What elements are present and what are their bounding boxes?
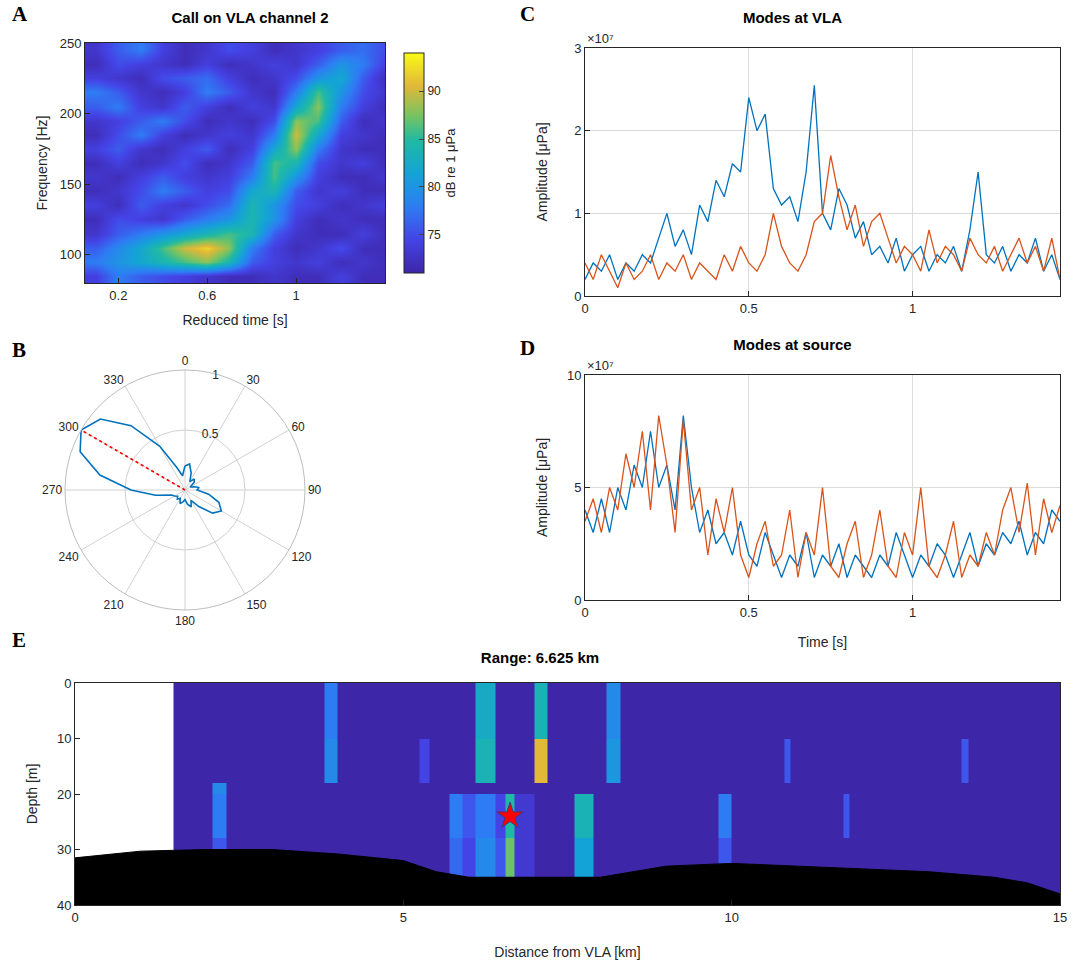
svg-text:0: 0 [71, 910, 78, 925]
svg-text:210: 210 [104, 598, 124, 612]
svg-text:90: 90 [308, 483, 322, 497]
svg-text:3: 3 [574, 41, 581, 56]
html-text:C: C [520, 2, 536, 26]
svg-text:10: 10 [567, 368, 581, 383]
svg-text:Amplitude [μPa]: Amplitude [μPa] [534, 122, 550, 221]
svg-text:0.5: 0.5 [740, 301, 758, 316]
svg-text:250: 250 [60, 36, 82, 51]
svg-text:60: 60 [291, 420, 305, 434]
svg-text:20: 20 [57, 787, 71, 802]
svg-text:1: 1 [574, 206, 581, 221]
svg-text:0: 0 [581, 605, 588, 620]
html-text:E: E [12, 628, 26, 652]
svg-text:5: 5 [400, 910, 407, 925]
svg-text:Call on VLA channel 2: Call on VLA channel 2 [172, 9, 329, 26]
svg-text:Depth [m]: Depth [m] [24, 764, 40, 825]
svg-text:0.5: 0.5 [740, 605, 758, 620]
svg-text:150: 150 [246, 598, 266, 612]
html-text:D: D [520, 336, 536, 360]
svg-text:dB re 1 μPa: dB re 1 μPa [443, 128, 458, 198]
svg-text:10: 10 [724, 910, 738, 925]
svg-text:1: 1 [292, 288, 299, 303]
svg-text:Modes at VLA: Modes at VLA [743, 9, 842, 26]
svg-text:75: 75 [427, 228, 441, 242]
svg-text:1: 1 [909, 301, 916, 316]
svg-text:200: 200 [60, 106, 82, 121]
svg-text:Distance from VLA [km]: Distance from VLA [km] [494, 944, 640, 960]
svg-text:80: 80 [427, 180, 441, 194]
svg-text:30: 30 [246, 373, 260, 387]
svg-text:0: 0 [574, 289, 581, 304]
svg-text:30: 30 [57, 842, 71, 857]
svg-text:330: 330 [104, 373, 124, 387]
html-text:B: B [12, 338, 26, 362]
svg-text:×10⁷: ×10⁷ [587, 31, 614, 46]
svg-text:1: 1 [909, 605, 916, 620]
svg-text:0: 0 [581, 301, 588, 316]
svg-text:90: 90 [427, 84, 441, 98]
svg-text:15: 15 [1053, 910, 1067, 925]
svg-text:240: 240 [59, 550, 79, 564]
svg-text:×10⁷: ×10⁷ [587, 358, 614, 373]
svg-text:0: 0 [574, 593, 581, 608]
svg-text:270: 270 [42, 483, 62, 497]
svg-text:85: 85 [427, 132, 441, 146]
svg-text:Amplitude [μPa]: Amplitude [μPa] [534, 438, 550, 537]
svg-text:40: 40 [57, 898, 71, 913]
svg-text:1: 1 [212, 368, 219, 382]
svg-text:Time [s]: Time [s] [798, 634, 847, 650]
svg-text:5: 5 [574, 480, 581, 495]
svg-text:0: 0 [182, 354, 189, 368]
svg-text:0.5: 0.5 [202, 427, 219, 441]
svg-text:0: 0 [64, 676, 71, 691]
svg-text:180: 180 [175, 614, 195, 628]
html-text:A: A [12, 2, 28, 26]
svg-text:Modes at source: Modes at source [733, 336, 851, 353]
svg-text:100: 100 [60, 247, 82, 262]
svg-text:150: 150 [60, 177, 82, 192]
svg-text:2: 2 [574, 123, 581, 138]
svg-text:Reduced time [s]: Reduced time [s] [182, 312, 287, 328]
svg-text:10: 10 [57, 731, 71, 746]
svg-text:Frequency [Hz]: Frequency [Hz] [34, 116, 50, 211]
svg-text:Range: 6.625 km: Range: 6.625 km [481, 649, 599, 666]
svg-text:0.2: 0.2 [109, 288, 127, 303]
svg-text:0.6: 0.6 [198, 288, 216, 303]
svg-text:120: 120 [291, 550, 311, 564]
svg-text:300: 300 [59, 420, 79, 434]
